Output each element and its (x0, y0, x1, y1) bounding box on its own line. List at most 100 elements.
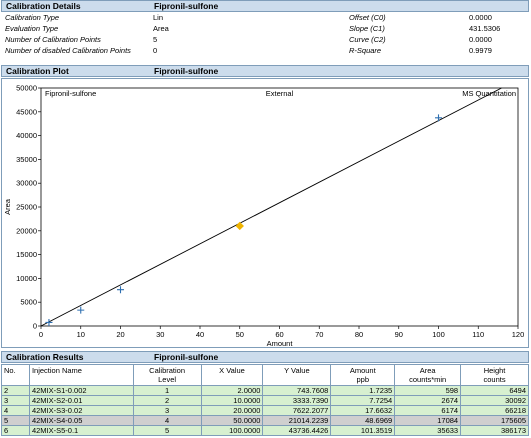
calibration-results-header: Calibration Results Fipronil-sulfone (1, 351, 529, 363)
detail-label: Offset (C0) (349, 13, 386, 22)
details-row: Evaluation Type Area Slope (C1) 431.5306 (1, 24, 529, 34)
table-cell: 35633 (394, 425, 462, 436)
calibration-plot-header: Calibration Plot Fipronil-sulfone (1, 65, 529, 77)
data-point (435, 114, 442, 122)
details-row: Number of disabled Calibration Points 0 R-… (1, 46, 529, 56)
table-cell: 1.7235 (330, 385, 396, 396)
y-tick-label: 45000 (16, 107, 37, 116)
table-row[interactable]: 6 42MIX-S5-0.1 5 100.0000 43736.4426 101.3519… (1, 425, 529, 436)
data-point-disabled (235, 221, 244, 231)
table-cell: 7.7254 (330, 395, 396, 406)
column-header: Height counts (460, 364, 529, 386)
table-cell: 2.0000 (200, 385, 264, 396)
compound-name: Fipronil-sulfone (154, 66, 219, 76)
table-cell: 17.6632 (330, 405, 396, 416)
table-row[interactable]: 2 42MIX-S1-0.002 1 2.0000 743.7608 1.7235 598 6… (1, 385, 529, 396)
detail-value: 0 (153, 46, 158, 55)
table-cell: 20.0000 (200, 405, 264, 416)
column-header: Injection Name (28, 364, 134, 386)
column-header: Y Value (262, 364, 332, 386)
table-cell: 42MIX-S1-0.002 (28, 385, 134, 396)
table-cell: 50.0000 (200, 415, 264, 426)
detail-value: 5 (153, 35, 158, 44)
table-cell: 4 (132, 415, 202, 426)
x-tick-label: 80 (355, 330, 363, 339)
x-tick-label: 120 (512, 330, 525, 339)
x-tick-label: 50 (236, 330, 244, 339)
y-tick-label: 30000 (16, 179, 37, 188)
x-tick-label: 60 (275, 330, 283, 339)
y-tick-label: 25000 (16, 203, 37, 212)
chart-title-center: External (266, 89, 294, 98)
column-header: X Value (200, 364, 264, 386)
compound-name: Fipronil-sulfone (154, 352, 219, 362)
detail-label: Evaluation Type (5, 24, 59, 33)
x-tick-label: 30 (156, 330, 164, 339)
y-axis-label: Area (3, 198, 12, 215)
detail-label: Slope (C1) (349, 24, 385, 33)
detail-value: 0.0000 (469, 35, 492, 44)
table-cell: 3 (132, 405, 202, 416)
detail-value: Area (153, 24, 169, 33)
fit-line (40, 87, 502, 327)
table-row[interactable]: 5 42MIX-S4-0.05 4 50.0000 21014.2239 48.6969 1… (1, 415, 529, 426)
table-cell: 598 (394, 385, 462, 396)
detail-value: Lin (153, 13, 164, 22)
table-cell: 7622.2077 (262, 405, 332, 416)
y-tick-label: 35000 (16, 155, 37, 164)
data-point (77, 306, 85, 314)
table-cell: 3333.7390 (262, 395, 332, 406)
chart-title-right: MS Quantitation (462, 89, 516, 98)
chart-title-left: Fipronil-sulfone (45, 89, 96, 98)
table-cell: 17084 (394, 415, 462, 426)
table-cell: 42MIX-S5-0.1 (28, 425, 134, 436)
table-cell: 743.7608 (262, 385, 332, 396)
details-row: Number of Calibration Points 5 Curve (C2) 0… (1, 35, 529, 45)
table-cell: 2 (1, 385, 30, 396)
calibration-results-table: No. Injection Name Calibration Level X Value… (1, 364, 529, 436)
section-title: Calibration Details (6, 1, 81, 11)
table-cell: 6174 (394, 405, 462, 416)
x-tick-label: 40 (196, 330, 204, 339)
table-cell: 10.0000 (200, 395, 264, 406)
calibration-details-header: Calibration Details Fipronil-sulfone (1, 0, 529, 12)
table-cell: 21014.2239 (262, 415, 332, 426)
table-cell: 42MIX-S2-0.01 (28, 395, 134, 406)
table-cell: 5 (132, 425, 202, 436)
y-tick-label: 40000 (16, 131, 37, 140)
x-tick-label: 110 (472, 330, 484, 339)
detail-value: 0.0000 (469, 13, 492, 22)
x-tick-label: 70 (315, 330, 323, 339)
table-cell: 1 (132, 385, 202, 396)
x-tick-label: 10 (77, 330, 85, 339)
x-axis-label: Amount (267, 339, 294, 348)
table-row[interactable]: 4 42MIX-S3-0.02 3 20.0000 7622.2077 17.6632 61… (1, 405, 529, 416)
x-tick-label: 0 (39, 330, 43, 339)
table-row[interactable]: 3 42MIX-S2-0.01 2 10.0000 3333.7390 7.7254 267… (1, 395, 529, 406)
column-header: Calibration Level (132, 364, 202, 386)
table-cell: 48.6969 (330, 415, 396, 426)
y-tick-label: 5000 (20, 298, 37, 307)
y-tick-label: 15000 (16, 250, 37, 259)
detail-label: Calibration Type (5, 13, 60, 22)
column-header: No. (1, 364, 30, 386)
table-cell: 6494 (460, 385, 529, 396)
x-tick-label: 100 (432, 330, 445, 339)
y-tick-label: 10000 (16, 274, 37, 283)
table-cell: 101.3519 (330, 425, 396, 436)
table-cell: 43736.4426 (262, 425, 332, 436)
y-tick-label: 20000 (16, 226, 37, 235)
results-header-row: No. Injection Name Calibration Level X Value… (1, 364, 529, 386)
table-cell: 4 (1, 405, 30, 416)
table-cell: 2674 (394, 395, 462, 406)
compound-name: Fipronil-sulfone (154, 1, 219, 11)
y-tick-label: 50000 (16, 84, 37, 93)
table-cell: 66218 (460, 405, 529, 416)
section-title: Calibration Results (6, 352, 84, 362)
table-cell: 5 (1, 415, 30, 426)
detail-label: Number of disabled Calibration Points (5, 46, 131, 55)
section-title: Calibration Plot (6, 66, 69, 76)
table-cell: 6 (1, 425, 30, 436)
table-cell: 42MIX-S3-0.02 (28, 405, 134, 416)
y-tick-label: 0 (33, 322, 37, 331)
